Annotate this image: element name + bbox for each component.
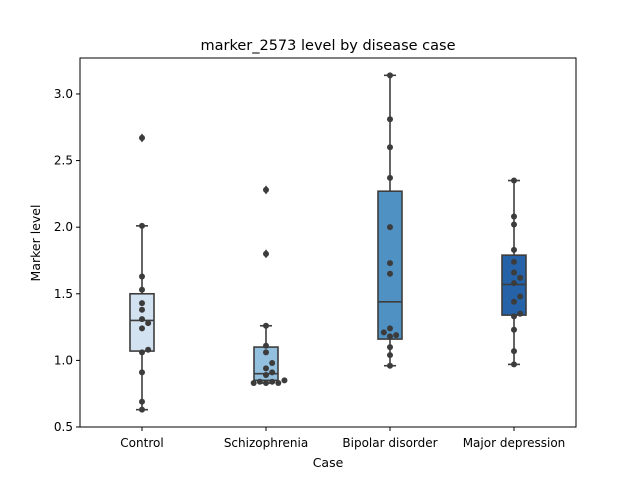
data-point (387, 333, 393, 340)
data-point (387, 72, 393, 79)
data-point (511, 258, 517, 265)
data-point (145, 320, 152, 327)
data-point (250, 380, 257, 387)
y-tick-label: 2.0 (54, 220, 73, 234)
data-point (511, 348, 517, 355)
data-point (256, 378, 263, 385)
data-point (263, 349, 269, 356)
axes-frame (79, 57, 577, 428)
y-tick-label: 2.5 (54, 154, 73, 168)
plot-area: 0.5 1.0 1.5 2.0 2.5 3.0 Control Schizophrenia Bi… (54, 57, 577, 450)
data-point (511, 177, 517, 184)
data-point (263, 186, 269, 193)
y-tick-label: 3.0 (54, 87, 73, 101)
data-point (511, 313, 517, 320)
data-point (269, 360, 276, 367)
data-point (387, 325, 393, 332)
x-tick-label: Control (120, 436, 163, 450)
data-point (139, 316, 145, 323)
data-point (511, 246, 517, 253)
data-point (263, 322, 269, 329)
data-point (139, 398, 145, 405)
data-point (139, 349, 145, 356)
data-point (380, 329, 387, 336)
data-point (387, 116, 393, 123)
data-point (517, 274, 524, 281)
x-tick-label: Bipolar disorder (342, 436, 437, 450)
data-point (387, 362, 393, 369)
data-point (387, 344, 393, 351)
data-point (387, 224, 393, 231)
data-point (511, 361, 517, 368)
data-point (263, 250, 269, 257)
chart-title: marker_2573 level by disease case (201, 38, 456, 54)
data-point (139, 325, 145, 332)
data-point (263, 380, 269, 387)
data-point (139, 273, 145, 280)
data-point (387, 174, 393, 181)
data-point (387, 144, 393, 151)
data-point (145, 346, 152, 353)
data-point (263, 342, 269, 349)
data-point (387, 260, 393, 267)
data-point (139, 222, 145, 229)
y-tick-label: 1.5 (54, 287, 73, 301)
x-tick-label: Major depression (463, 436, 566, 450)
x-tick-label: Schizophrenia (224, 436, 308, 450)
data-point (393, 332, 400, 339)
data-point (511, 269, 517, 276)
data-point (517, 310, 524, 317)
data-point (511, 221, 517, 228)
data-point (269, 369, 276, 376)
data-point (269, 378, 276, 385)
data-point (263, 372, 269, 379)
data-point (511, 326, 517, 333)
data-point (517, 293, 524, 300)
data-point (387, 270, 393, 277)
data-point (281, 377, 288, 384)
data-point (139, 286, 145, 293)
data-point (511, 298, 517, 305)
y-tick-label: 1.0 (54, 353, 73, 367)
data-point (275, 380, 282, 387)
data-point (139, 406, 145, 413)
data-point (139, 134, 145, 141)
data-point (139, 300, 145, 307)
data-point (387, 352, 393, 359)
x-axis-label: Case (313, 455, 344, 470)
y-axis-label: Marker level (28, 205, 43, 282)
data-point (511, 213, 517, 220)
data-point (263, 365, 269, 372)
data-point (511, 280, 517, 287)
data-point (139, 369, 145, 376)
y-tick-label: 0.5 (54, 420, 73, 434)
data-point (139, 306, 145, 313)
